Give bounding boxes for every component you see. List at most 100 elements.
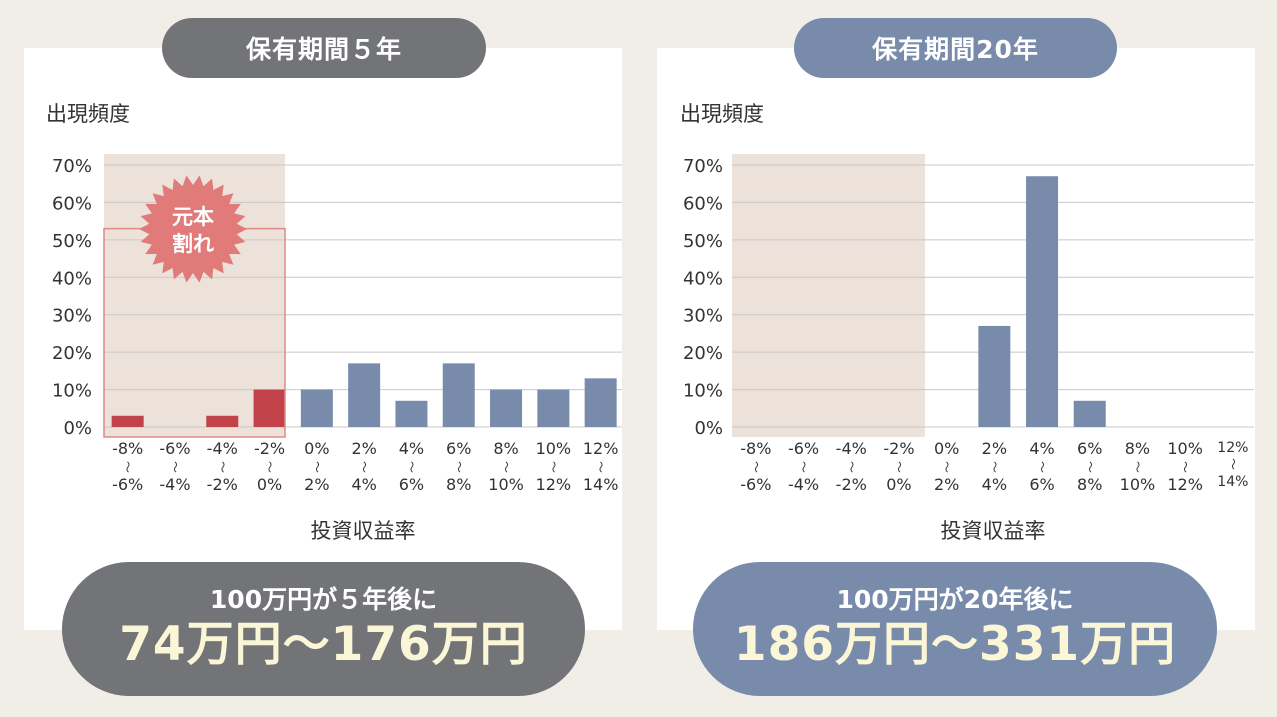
- right-summary-line1: 100万円が20年後に: [836, 585, 1074, 614]
- left-xtick-label: 〜: [310, 461, 324, 473]
- right-xtick-label: 〜: [1083, 461, 1097, 473]
- left-xtick-label: 14%: [583, 475, 619, 494]
- left-bar: [490, 389, 523, 427]
- right-xtick-label: -8%: [740, 439, 771, 458]
- right-xtick-label: -2%: [883, 439, 914, 458]
- right-xtick-label: 8%: [1077, 475, 1102, 494]
- left-summary-amount: 74万円〜176万円: [119, 617, 528, 672]
- right-ytick-label: 40%: [683, 268, 723, 289]
- left-xtick-label: 2%: [304, 475, 329, 494]
- left-summary: 100万円が５年後に 74万円〜176万円: [62, 562, 585, 696]
- right-xtick-label: 4%: [1029, 439, 1054, 458]
- left-ytick-label: 60%: [52, 193, 92, 214]
- right-xtick-label: 〜: [844, 461, 858, 473]
- right-bar: [1026, 176, 1059, 427]
- right-xtick-label: -4%: [788, 475, 819, 494]
- right-xtick-label: 〜: [940, 461, 954, 473]
- left-xtick-label: 〜: [499, 461, 513, 473]
- right-xtick-label: 2%: [982, 439, 1007, 458]
- left-ylabel: 出現頻度: [46, 102, 130, 126]
- loss-badge-line2: 割れ: [172, 232, 214, 256]
- right-summary: 100万円が20年後に 186万円〜331万円: [693, 562, 1217, 696]
- left-xtick-label: -4%: [207, 439, 238, 458]
- right-summary-amount: 186万円〜331万円: [733, 617, 1177, 672]
- left-xtick-label: 6%: [446, 439, 471, 458]
- right-xtick-label: 10%: [1167, 439, 1203, 458]
- right-bar: [978, 325, 1011, 427]
- left-xtick-label: -4%: [159, 475, 190, 494]
- left-bar: [395, 400, 428, 427]
- left-ytick-label: 0%: [63, 418, 92, 439]
- left-bar: [537, 389, 570, 427]
- right-ytick-label: 10%: [683, 381, 723, 402]
- right-xtick-label: 6%: [1029, 475, 1054, 494]
- left-xtick-label: 〜: [357, 461, 371, 473]
- right-ytick-label: 20%: [683, 343, 723, 364]
- right-xtick-label: 〜: [1130, 461, 1144, 473]
- left-xtick-label: 10%: [488, 475, 524, 494]
- right-xtick-label: 〜: [797, 461, 811, 473]
- right-ytick-label: 30%: [683, 306, 723, 327]
- left-xtick-label: 6%: [399, 475, 424, 494]
- left-xtick-label: 〜: [168, 461, 182, 473]
- left-xtick-label: 〜: [263, 461, 277, 473]
- left-summary-line1: 100万円が５年後に: [209, 585, 438, 614]
- right-xtick-label: 〜: [1178, 461, 1192, 473]
- left-xtick-label: 〜: [215, 461, 229, 473]
- left-bar: [442, 363, 475, 427]
- right-ylabel: 出現頻度: [680, 102, 764, 126]
- right-xtick-label: 8%: [1125, 439, 1150, 458]
- left-ytick-label: 10%: [52, 381, 92, 402]
- right-xtick-label: -6%: [788, 439, 819, 458]
- left-xtick-label: 2%: [351, 439, 376, 458]
- right-xtick-label: 〜: [987, 461, 1001, 473]
- right-xtick-label: 4%: [982, 475, 1007, 494]
- left-xlabel: 投資収益率: [311, 519, 416, 543]
- starburst-badge-icon: [139, 175, 247, 283]
- right-xtick-label: -2%: [836, 475, 867, 494]
- left-bar: [584, 378, 617, 427]
- right-xtick-label: 12%: [1167, 475, 1203, 494]
- left-bar: [348, 363, 381, 427]
- left-bar: [253, 389, 286, 427]
- left-ytick-label: 20%: [52, 343, 92, 364]
- left-xtick-label: -2%: [207, 475, 238, 494]
- right-xtick-label: 〜: [749, 461, 763, 473]
- right-bar: [1073, 400, 1106, 427]
- right-xtick-label: -4%: [836, 439, 867, 458]
- left-ytick-label: 40%: [52, 268, 92, 289]
- right-xtick-label: 10%: [1120, 475, 1156, 494]
- left-ytick-label: 70%: [52, 156, 92, 177]
- left-xtick-label: 〜: [404, 461, 418, 473]
- left-xtick-label: 8%: [493, 439, 518, 458]
- left-ytick-label: 30%: [52, 306, 92, 327]
- left-xtick-label: -2%: [254, 439, 285, 458]
- right-panel-title: 保有期間20年: [794, 18, 1117, 78]
- right-xtick-label: 0%: [934, 439, 959, 458]
- left-xtick-label: 〜: [546, 461, 560, 473]
- right-xtick-label: 〜: [1035, 461, 1049, 473]
- left-xtick-label: 0%: [257, 475, 282, 494]
- left-xtick-label: 10%: [536, 439, 572, 458]
- right-loss-zone: [732, 154, 925, 437]
- left-bar: [206, 415, 239, 427]
- left-xtick-label: 〜: [121, 461, 135, 473]
- right-xtick-label: 〜: [892, 461, 906, 473]
- right-xtick-label: 0%: [886, 475, 911, 494]
- left-xtick-label: 4%: [399, 439, 424, 458]
- left-bar: [300, 389, 333, 427]
- left-bar: [111, 415, 144, 427]
- right-ytick-label: 70%: [683, 156, 723, 177]
- right-xtick-label: 6%: [1077, 439, 1102, 458]
- loss-badge-line1: 元本: [172, 205, 214, 229]
- left-xtick-label: -8%: [112, 439, 143, 458]
- left-panel-title: 保有期間５年: [162, 18, 486, 78]
- right-xtick-label: 〜: [1226, 458, 1240, 470]
- left-xtick-label: 0%: [304, 439, 329, 458]
- left-xtick-label: -6%: [159, 439, 190, 458]
- left-xtick-label: 〜: [594, 461, 608, 473]
- right-xtick-label: -6%: [740, 475, 771, 494]
- left-xtick-label: -6%: [112, 475, 143, 494]
- right-xlabel: 投資収益率: [941, 519, 1046, 543]
